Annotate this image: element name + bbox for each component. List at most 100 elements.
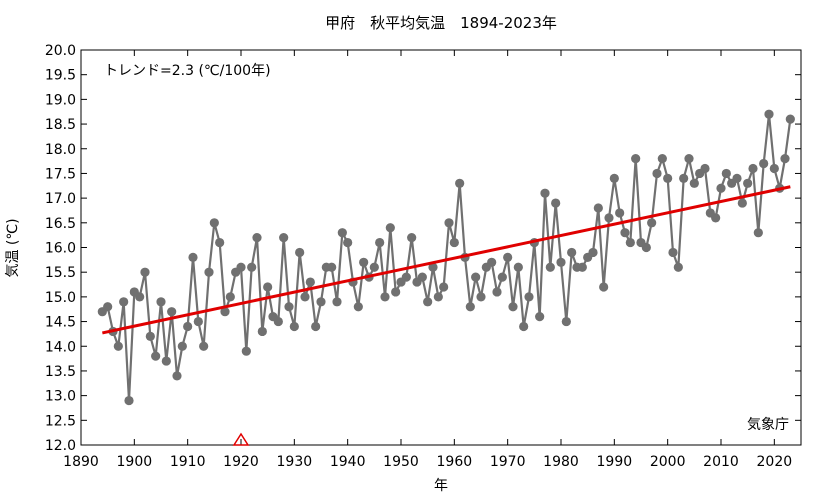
data-point (193, 316, 203, 327)
data-point (359, 257, 369, 267)
data-point (513, 262, 523, 272)
x-tick-label: 1890 (63, 454, 99, 470)
data-point (161, 356, 171, 366)
data-point (401, 272, 411, 282)
data-point (625, 237, 635, 248)
event-layer (232, 432, 250, 446)
y-tick-label: 16.5 (45, 216, 76, 232)
data-point (748, 163, 758, 174)
source-label: 気象庁 (747, 417, 789, 433)
data-point (487, 257, 497, 267)
x-tick-label: 1920 (223, 454, 259, 470)
chart-title: 甲府 秋平均気温 1894-2023年 (325, 14, 557, 32)
data-point (545, 262, 555, 272)
data-point (673, 262, 683, 272)
data-point (145, 331, 155, 341)
data-point (289, 321, 299, 332)
data-point (599, 282, 609, 292)
data-point (471, 272, 481, 282)
data-point (732, 173, 742, 183)
data-point (721, 168, 731, 179)
data-point (716, 183, 726, 193)
plot-frame (80, 49, 802, 446)
data-point (385, 223, 395, 233)
data-point (556, 257, 566, 267)
data-point (492, 287, 502, 297)
data-point (220, 307, 230, 317)
data-point (247, 262, 257, 272)
data-point (535, 312, 545, 322)
data-point (647, 218, 657, 228)
data-point (135, 292, 145, 302)
data-point (199, 341, 209, 351)
x-tick-label: 1990 (597, 454, 633, 470)
y-tick-label: 15.5 (45, 265, 76, 281)
x-tick-label: 1930 (277, 454, 313, 470)
data-point (177, 341, 187, 351)
data-point (503, 252, 513, 262)
data-point (524, 292, 534, 302)
data-point (151, 351, 161, 361)
series-line (101, 113, 792, 402)
data-point (204, 267, 214, 277)
data-point (620, 228, 630, 238)
data-point (679, 173, 689, 183)
data-point (156, 297, 166, 307)
y-tick-label: 19.5 (45, 68, 76, 84)
data-point (785, 114, 795, 124)
y-tick-label: 14.0 (45, 339, 76, 355)
y-tick-label: 14.5 (45, 315, 76, 331)
x-axis-label: 年 (434, 478, 448, 494)
data-point (567, 247, 577, 258)
series-layer (97, 109, 795, 406)
x-tick-label: 2020 (757, 454, 793, 470)
data-point (311, 321, 321, 332)
data-point (711, 213, 721, 223)
data-point (439, 282, 449, 292)
x-tick-label: 1980 (543, 454, 579, 470)
y-tick-label: 13.0 (45, 389, 76, 405)
data-point (433, 292, 443, 302)
y-tick-label: 19.0 (45, 92, 76, 108)
trend-label: トレンド=2.3 (℃/100年) (104, 63, 271, 79)
data-point (519, 321, 529, 332)
y-tick-label: 18.0 (45, 142, 76, 158)
trend-layer (102, 185, 791, 335)
x-tick-label: 1900 (117, 454, 153, 470)
data-point (780, 154, 790, 164)
data-point (609, 173, 619, 183)
data-point (423, 297, 433, 307)
data-point (257, 326, 267, 337)
x-axis-ticks: 1890 1900 1910 1920 1930 1940 1950 1960 1970 1980… (63, 50, 792, 470)
data-point (455, 178, 465, 188)
data-point (263, 282, 273, 292)
y-tick-label: 17.0 (45, 191, 76, 207)
data-point (641, 242, 651, 253)
x-tick-label: 1970 (490, 454, 526, 470)
data-point (337, 228, 347, 238)
y-tick-label: 12.5 (45, 413, 76, 429)
y-tick-label: 12.0 (45, 438, 76, 454)
data-point (700, 163, 710, 174)
data-point (391, 287, 401, 297)
data-point (225, 292, 235, 302)
data-point (103, 302, 113, 312)
data-point (593, 203, 603, 213)
data-point (172, 371, 182, 381)
data-point (343, 237, 353, 248)
y-axis-label: 気温 (℃) (5, 218, 21, 277)
data-point (540, 188, 550, 198)
data-point (353, 302, 363, 312)
data-point (209, 218, 219, 228)
data-point (631, 154, 641, 164)
data-point (476, 292, 486, 302)
data-point (183, 321, 193, 332)
x-tick-label: 2000 (650, 454, 686, 470)
data-point (769, 163, 779, 174)
y-tick-label: 18.5 (45, 117, 76, 133)
x-tick-label: 2010 (703, 454, 739, 470)
data-point (316, 297, 326, 307)
data-point (375, 237, 385, 248)
event-marker-triangle (232, 432, 250, 446)
x-tick-label: 1910 (170, 454, 206, 470)
